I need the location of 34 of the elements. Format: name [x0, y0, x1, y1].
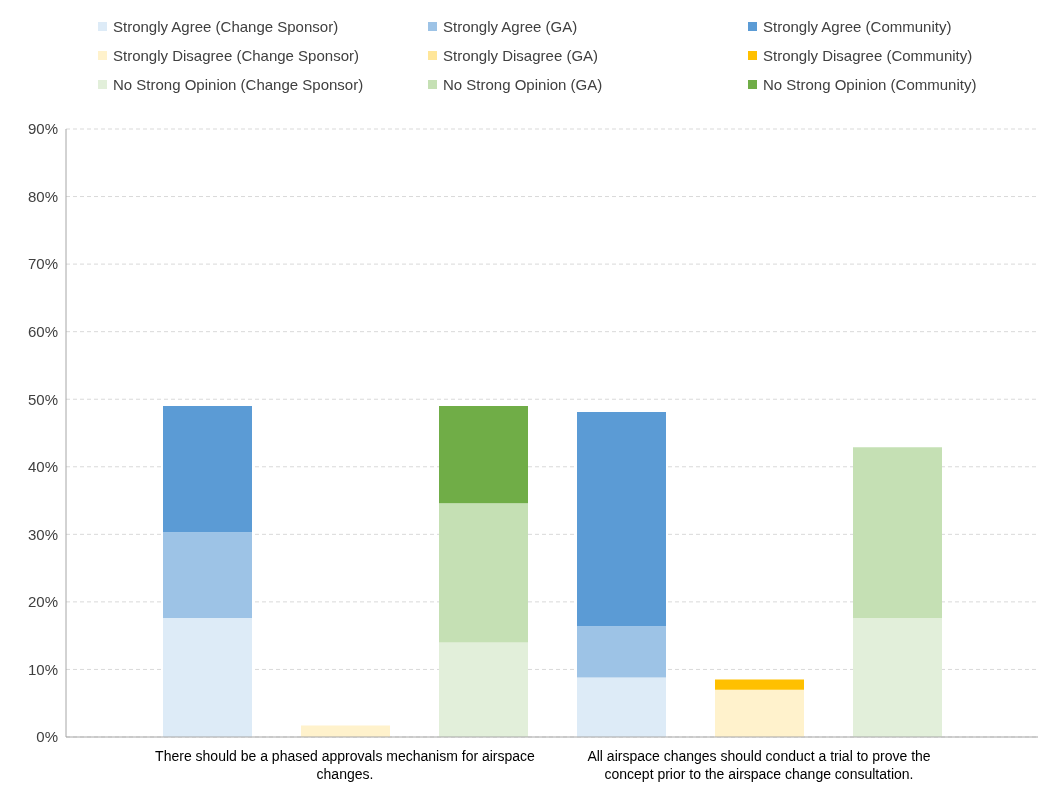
- y-tick-label: 40%: [27, 458, 58, 476]
- y-tick-label: 20%: [27, 593, 58, 611]
- bar: [439, 503, 528, 643]
- bar: [853, 618, 942, 737]
- bar: [853, 447, 942, 619]
- legend-label: Strongly Agree (GA): [443, 18, 578, 35]
- y-tick-label: 30%: [27, 525, 58, 543]
- bar: [439, 405, 528, 504]
- legend-label: No Strong Opinion (Change Sponsor): [113, 76, 364, 93]
- bar: [715, 679, 804, 690]
- legend-label: Strongly Disagree (GA): [443, 47, 599, 64]
- legend-label: Strongly Disagree (Change Sponsor): [113, 47, 359, 64]
- bar: [577, 677, 666, 737]
- x-tick-label: All airspace changes should conduct a trial to prove the concept prior to the airspace change consultation.: [587, 748, 931, 782]
- y-tick-label: 10%: [27, 660, 58, 678]
- y-tick-label: 80%: [27, 187, 58, 205]
- legend-label: No Strong Opinion (Community): [763, 76, 977, 93]
- y-tick-label: 90%: [27, 120, 58, 138]
- legend-label: Strongly Disagree (Community): [763, 47, 973, 64]
- y-tick-label: 0%: [36, 728, 58, 746]
- x-tick-label: There should be a phased approvals mechanism for airspace changes.: [155, 748, 536, 782]
- y-tick-label: 60%: [27, 322, 58, 340]
- legend-label: Strongly Agree (Community): [763, 18, 952, 35]
- y-tick-label: 50%: [27, 390, 58, 408]
- legend-label: Strongly Agree (Change Sponsor): [113, 18, 339, 35]
- legend-label: No Strong Opinion (GA): [443, 76, 603, 93]
- y-tick-label: 70%: [27, 255, 58, 273]
- bar: [715, 689, 804, 737]
- bar: [439, 642, 528, 737]
- bar: [163, 532, 252, 619]
- bar: [163, 618, 252, 737]
- bar: [577, 412, 666, 627]
- bar: [163, 405, 252, 533]
- bar: [577, 626, 666, 678]
